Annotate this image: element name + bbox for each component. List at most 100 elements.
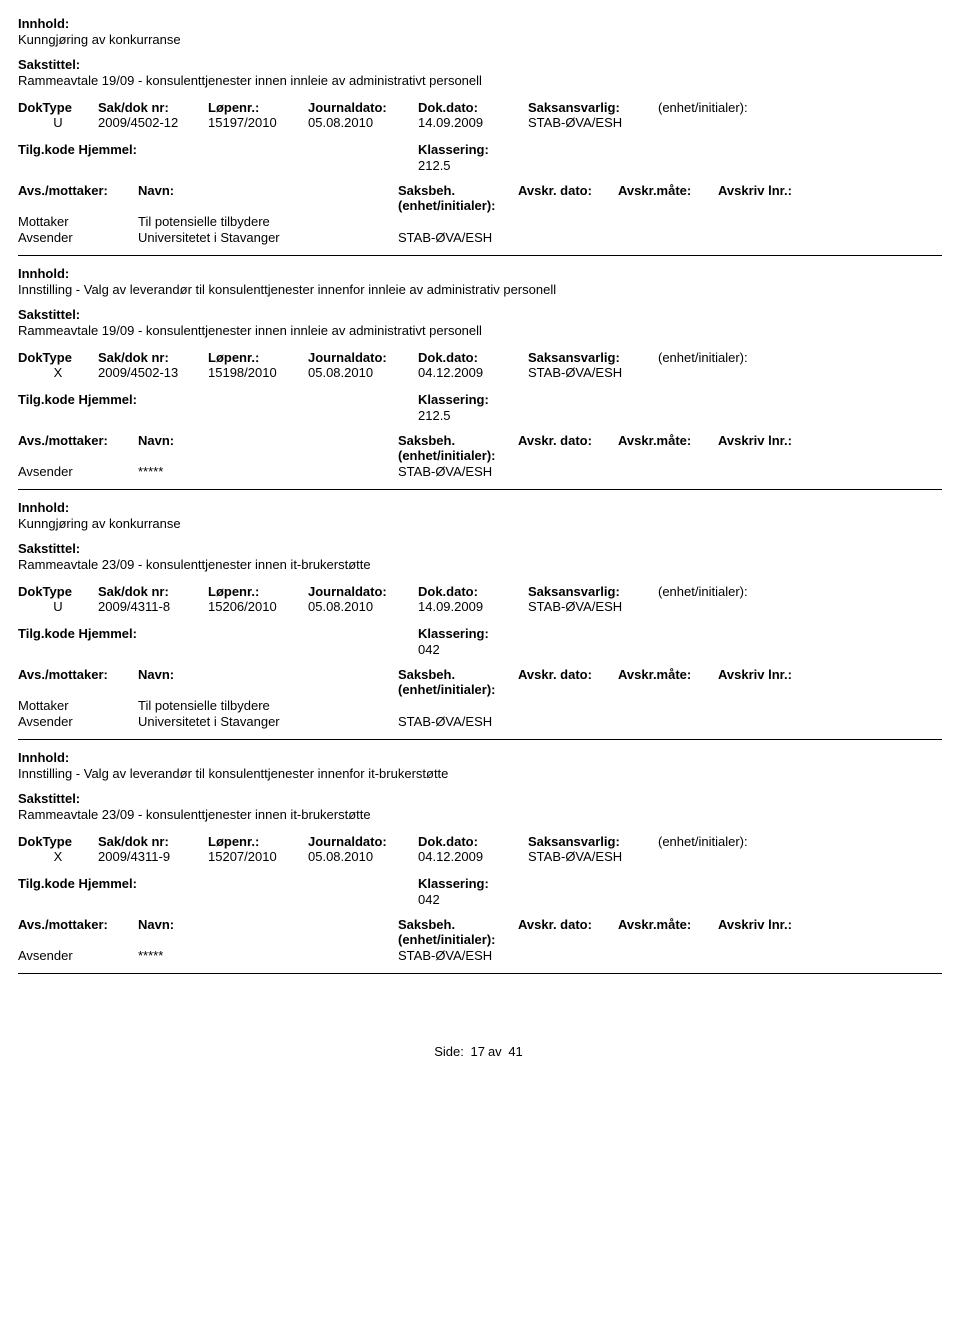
innhold-label: Innhold:	[18, 750, 942, 765]
meta-header-row: DokTypeSak/dok nr:Løpenr.:Journaldato:Do…	[18, 584, 942, 599]
meta-header-cell: Journaldato:	[308, 350, 418, 365]
page-total: 41	[508, 1044, 522, 1059]
party-navn: *****	[138, 948, 398, 963]
party-header-cell: Avskr.måte:	[618, 433, 718, 463]
meta-value-cell: STAB-ØVA/ESH	[528, 115, 658, 130]
party-empty	[598, 230, 942, 245]
meta-header-cell: Journaldato:	[308, 834, 418, 849]
meta-header-cell: Saksansvarlig:	[528, 350, 658, 365]
tilgkode-hjemmel: Tilg.kode Hjemmel:	[18, 626, 418, 657]
meta-value-cell: 15206/2010	[208, 599, 308, 614]
sakstittel-label: Sakstittel:	[18, 541, 942, 556]
entry-separator	[18, 489, 942, 490]
meta-header-cell: Saksansvarlig:	[528, 834, 658, 849]
party-row: MottakerTil potensielle tilbydere	[18, 698, 942, 713]
meta-value-cell: 04.12.2009	[418, 849, 528, 864]
party-header-cell: Saksbeh.(enhet/initialer):	[398, 917, 518, 947]
party-saksbeh: STAB-ØVA/ESH	[398, 464, 598, 479]
party-saksbeh	[398, 214, 598, 229]
innhold-label: Innhold:	[18, 500, 942, 515]
party-row: MottakerTil potensielle tilbydere	[18, 214, 942, 229]
tilg-klass-row: Tilg.kode Hjemmel:Klassering:042	[18, 626, 942, 657]
klassering-label: Klassering:	[418, 626, 942, 641]
meta-value-cell: 05.08.2010	[308, 599, 418, 614]
party-header-row: Avs./mottaker:Navn:Saksbeh.(enhet/initia…	[18, 183, 942, 213]
party-role: Avsender	[18, 464, 138, 479]
party-header-cell: Avs./mottaker:	[18, 433, 138, 463]
party-header-row: Avs./mottaker:Navn:Saksbeh.(enhet/initia…	[18, 667, 942, 697]
meta-header-cell: (enhet/initialer):	[658, 350, 818, 365]
party-empty	[598, 714, 942, 729]
meta-value-row: X2009/4502-1315198/201005.08.201004.12.2…	[18, 365, 942, 380]
party-header-cell: Avskr. dato:	[518, 917, 618, 947]
meta-header-cell: Sak/dok nr:	[98, 584, 208, 599]
sakstittel-text: Rammeavtale 23/09 - konsulenttjenester i…	[18, 557, 942, 572]
meta-value-cell: U	[18, 115, 98, 130]
party-header-cell: Avskriv lnr.:	[718, 917, 828, 947]
innhold-text: Kunngjøring av konkurranse	[18, 32, 942, 47]
meta-value-cell: X	[18, 365, 98, 380]
meta-value-cell: 05.08.2010	[308, 115, 418, 130]
meta-value-cell: 14.09.2009	[418, 115, 528, 130]
tilg-klass-row: Tilg.kode Hjemmel:Klassering:042	[18, 876, 942, 907]
party-header-row: Avs./mottaker:Navn:Saksbeh.(enhet/initia…	[18, 917, 942, 947]
party-header-cell: Avskr. dato:	[518, 667, 618, 697]
meta-value-cell: STAB-ØVA/ESH	[528, 599, 658, 614]
meta-value-cell: 2009/4502-13	[98, 365, 208, 380]
meta-value-cell: 15198/2010	[208, 365, 308, 380]
sakstittel-label: Sakstittel:	[18, 791, 942, 806]
klassering-value: 212.5	[418, 158, 942, 173]
page-number: 17	[470, 1044, 484, 1059]
party-role: Avsender	[18, 948, 138, 963]
sakstittel-text: Rammeavtale 23/09 - konsulenttjenester i…	[18, 807, 942, 822]
tilg-klass-row: Tilg.kode Hjemmel:Klassering:212.5	[18, 142, 942, 173]
meta-value-cell: X	[18, 849, 98, 864]
meta-header-cell: Dok.dato:	[418, 100, 528, 115]
meta-header-cell: Saksansvarlig:	[528, 100, 658, 115]
party-header-cell: Saksbeh.(enhet/initialer):	[398, 183, 518, 213]
klassering-label: Klassering:	[418, 876, 942, 891]
journal-entry: Innhold:Kunngjøring av konkurranseSaksti…	[18, 500, 942, 729]
party-row: Avsender*****STAB-ØVA/ESH	[18, 948, 942, 963]
meta-value-cell: 15207/2010	[208, 849, 308, 864]
party-header-cell: Avskr.måte:	[618, 183, 718, 213]
party-saksbeh: STAB-ØVA/ESH	[398, 230, 598, 245]
meta-header-cell: Løpenr.:	[208, 350, 308, 365]
page-footer: Side: 17av 41	[18, 1044, 942, 1059]
meta-header-cell: Sak/dok nr:	[98, 834, 208, 849]
journal-entry: Innhold:Innstilling - Valg av leverandør…	[18, 266, 942, 479]
meta-value-cell: STAB-ØVA/ESH	[528, 365, 658, 380]
meta-header-cell: Dok.dato:	[418, 834, 528, 849]
meta-value-cell: U	[18, 599, 98, 614]
innhold-text: Innstilling - Valg av leverandør til kon…	[18, 766, 942, 781]
party-header-cell: Saksbeh.(enhet/initialer):	[398, 667, 518, 697]
meta-value-cell: STAB-ØVA/ESH	[528, 849, 658, 864]
meta-header-cell: Løpenr.:	[208, 584, 308, 599]
party-header-cell: Avskriv lnr.:	[718, 667, 828, 697]
tilgkode-hjemmel: Tilg.kode Hjemmel:	[18, 876, 418, 907]
meta-value-cell: 04.12.2009	[418, 365, 528, 380]
party-role: Avsender	[18, 714, 138, 729]
innhold-label: Innhold:	[18, 266, 942, 281]
party-navn: Universitetet i Stavanger	[138, 230, 398, 245]
party-empty	[598, 698, 942, 713]
party-header-cell: Avskr. dato:	[518, 183, 618, 213]
party-empty	[598, 464, 942, 479]
meta-header-cell: Løpenr.:	[208, 834, 308, 849]
party-navn: Til potensielle tilbydere	[138, 698, 398, 713]
meta-value-row: U2009/4502-1215197/201005.08.201014.09.2…	[18, 115, 942, 130]
meta-value-cell: 15197/2010	[208, 115, 308, 130]
entry-separator	[18, 255, 942, 256]
party-empty	[598, 214, 942, 229]
party-navn: *****	[138, 464, 398, 479]
journal-entry: Innhold:Innstilling - Valg av leverandør…	[18, 750, 942, 963]
party-header-cell: Avs./mottaker:	[18, 183, 138, 213]
klassering-label: Klassering:	[418, 392, 942, 407]
meta-header-row: DokTypeSak/dok nr:Løpenr.:Journaldato:Do…	[18, 100, 942, 115]
party-saksbeh: STAB-ØVA/ESH	[398, 948, 598, 963]
meta-header-cell: Løpenr.:	[208, 100, 308, 115]
party-header-cell: Avskriv lnr.:	[718, 433, 828, 463]
meta-header-row: DokTypeSak/dok nr:Løpenr.:Journaldato:Do…	[18, 834, 942, 849]
meta-header-cell: DokType	[18, 584, 98, 599]
tilgkode-hjemmel: Tilg.kode Hjemmel:	[18, 142, 418, 173]
